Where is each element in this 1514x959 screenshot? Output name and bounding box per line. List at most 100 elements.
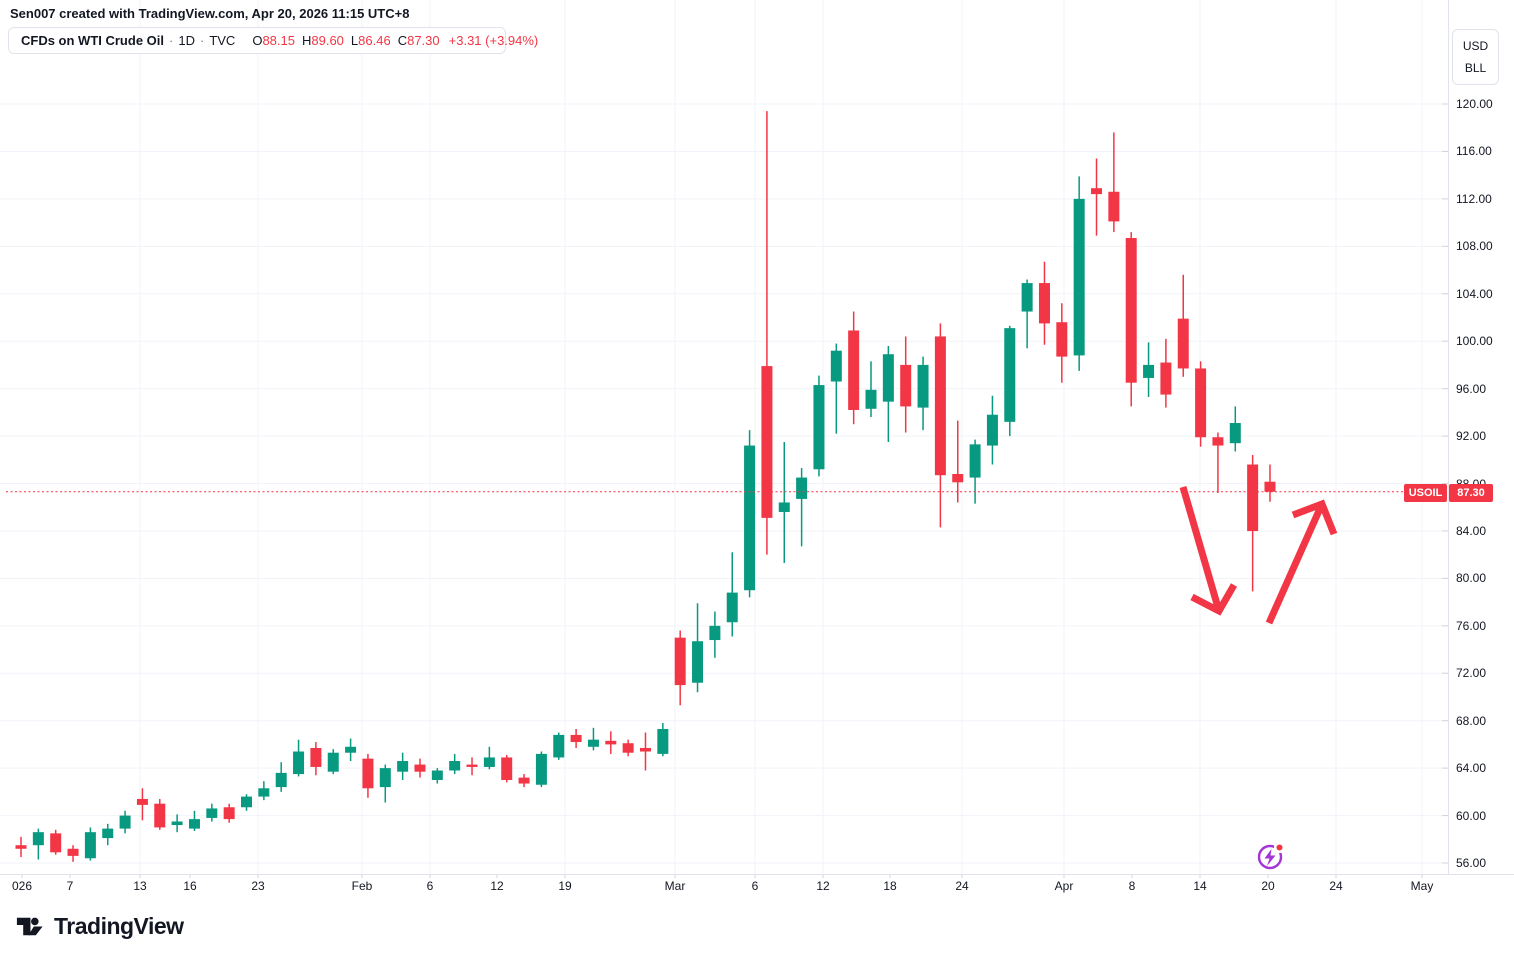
legend-separator: · (199, 33, 205, 48)
low-value: L86.46 (350, 33, 391, 48)
candle-body (900, 364, 912, 407)
time-tick-label: Apr (1054, 879, 1074, 893)
candle-body (848, 330, 860, 410)
candle-body (171, 821, 183, 826)
exchange-label: TVC (209, 33, 236, 48)
candle-body (1004, 328, 1016, 422)
candle-body (15, 845, 27, 849)
unit-label[interactable]: BLL (1464, 61, 1487, 76)
candle-body (379, 768, 391, 788)
time-axis-border (0, 874, 1514, 875)
candle-body (449, 761, 461, 771)
legend-separator: · (169, 33, 174, 48)
interval-label: 1D (178, 33, 195, 48)
price-tick-label: 64.00 (1456, 761, 1487, 776)
candle-body (84, 832, 96, 859)
price-tick-label: 100.00 (1456, 334, 1493, 349)
candle-body (518, 777, 530, 784)
candle-body (293, 751, 305, 775)
candle-body (119, 815, 131, 829)
time-tick-label: 24 (955, 879, 969, 893)
up-arrow[interactable] (1265, 499, 1338, 625)
time-tick-label: 18 (883, 879, 897, 893)
candle-body (1091, 188, 1103, 195)
time-tick-label: Feb (351, 879, 373, 893)
candle-body (1056, 322, 1068, 357)
time-tick-label: 13 (133, 879, 147, 893)
candle-body (570, 734, 582, 743)
tradingview-logo-icon (16, 917, 43, 936)
candle-body (917, 364, 929, 408)
price-tick-label: 60.00 (1456, 808, 1487, 823)
candle-body (67, 848, 79, 856)
candle-body (1177, 318, 1189, 369)
candle-body (154, 803, 166, 828)
last-price-tag: 87.30 (1449, 484, 1493, 502)
candle-body (310, 747, 322, 767)
price-tick-label: 112.00 (1456, 191, 1492, 206)
candle-body (1264, 481, 1276, 492)
time-tick-label: 14 (1193, 879, 1207, 893)
candle-body (466, 764, 478, 767)
candle-body (1212, 437, 1224, 446)
candle-body (709, 625, 721, 641)
candle-body (223, 807, 235, 820)
candle-body (345, 746, 357, 753)
time-tick-label: 20 (1261, 879, 1275, 893)
candle-body (952, 474, 964, 483)
price-tick-label: 120.00 (1456, 97, 1493, 111)
candle-body (102, 828, 114, 839)
price-tick-label: 76.00 (1456, 618, 1487, 633)
candle-body (1229, 423, 1241, 444)
tradingview-logo[interactable]: TradingView (14, 911, 184, 942)
price-tick-label: 104.00 (1456, 286, 1493, 301)
time-tick-label: 12 (490, 879, 504, 893)
candle-body (414, 764, 426, 772)
open-value: O88.15 (252, 33, 295, 48)
symbol-legend[interactable]: CFDs on WTI Crude Oil · 1D · TVC O88.15 … (8, 27, 538, 54)
candle-body (397, 761, 409, 772)
candle-body (241, 796, 253, 808)
candle-body (622, 743, 634, 753)
close-value: C87.30 (397, 33, 440, 48)
time-tick-label: 026 (11, 879, 33, 893)
time-tick-label: Mar (664, 879, 686, 893)
price-tick-label: 92.00 (1456, 429, 1487, 444)
candle-body (1073, 198, 1085, 356)
candle-body (674, 637, 686, 686)
candle-body (258, 788, 270, 797)
candle-body (796, 477, 808, 499)
candle-body (1125, 238, 1137, 383)
candle-body (813, 385, 825, 470)
candle-body (206, 808, 218, 818)
ohlc-readout: O88.15 H89.60 L86.46 C87.30 (245, 33, 439, 48)
symbol-price-tag: USOIL (1404, 484, 1447, 502)
time-tick-label: 16 (183, 879, 197, 893)
price-tick-label: 68.00 (1456, 713, 1487, 728)
candle-body (692, 641, 704, 683)
candle-body (778, 502, 790, 512)
candle-body (50, 833, 62, 853)
candle-body (865, 389, 877, 409)
candle-body (188, 819, 200, 829)
time-tick-label: 6 (426, 879, 434, 893)
candle-body (934, 336, 946, 476)
candle-body (327, 752, 339, 772)
candle-body (986, 414, 998, 446)
candle-body (587, 739, 599, 747)
spark-event-icon[interactable] (1257, 844, 1283, 870)
price-tick-label: 72.00 (1456, 666, 1487, 681)
currency-label[interactable]: USD (1462, 38, 1489, 53)
axis-unit-toggle[interactable]: USD BLL (1452, 29, 1499, 85)
candle-body (553, 734, 565, 758)
time-tick-label: 6 (751, 879, 759, 893)
time-tick-label: 23 (251, 879, 265, 893)
candle-body (639, 747, 651, 752)
time-tick-label: May (1410, 879, 1434, 893)
down-arrow[interactable] (1179, 486, 1238, 616)
candle-body (1108, 191, 1120, 222)
candle-body (136, 798, 148, 805)
candle-body (275, 772, 287, 788)
price-tick-label: 108.00 (1456, 239, 1493, 254)
